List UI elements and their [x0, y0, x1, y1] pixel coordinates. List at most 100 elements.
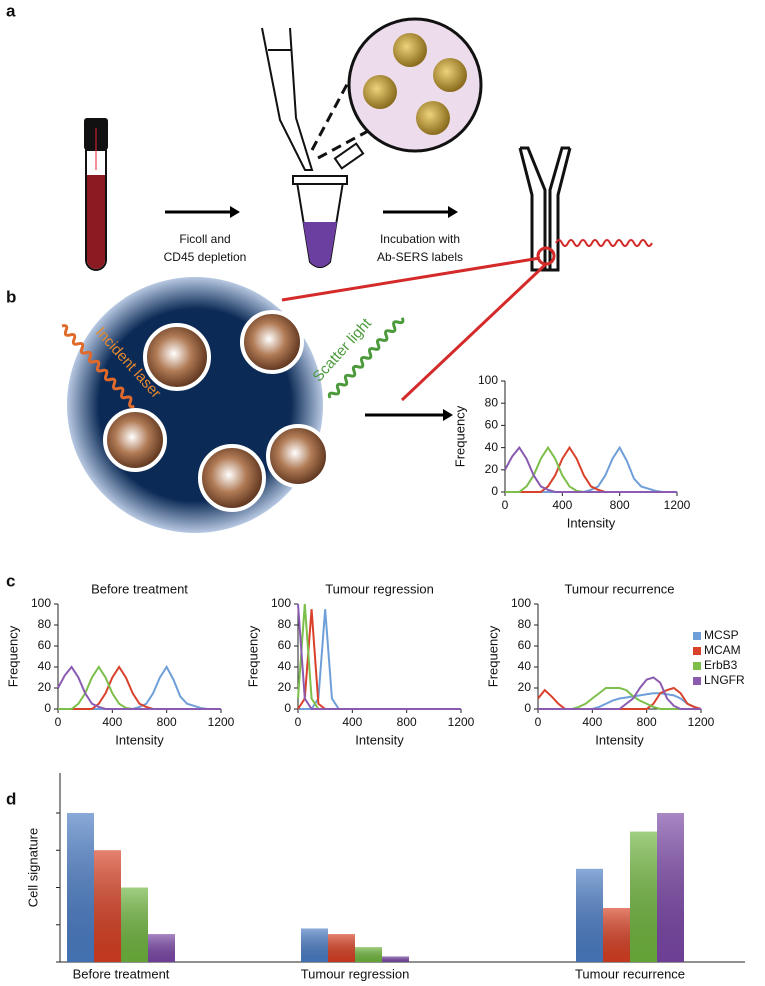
y-tick-label: 40	[38, 659, 52, 673]
bar-sheen	[121, 887, 148, 962]
y-tick-label: 20	[278, 680, 292, 694]
legend-swatch	[693, 662, 701, 670]
y-tick-label: 80	[38, 617, 52, 631]
x-tick-label: Tumour recurrence	[575, 966, 685, 981]
x-axis-label: Intensity	[567, 515, 616, 530]
x-tick-label: 1200	[208, 715, 235, 729]
bar-sheen	[328, 934, 355, 962]
bar-sheen	[67, 813, 94, 962]
bar-sheen	[355, 947, 382, 962]
y-tick-label: 0	[491, 484, 498, 498]
bar-sheen	[148, 934, 175, 962]
panel-label: c	[6, 571, 15, 590]
x-tick-label: Tumour regression	[301, 966, 410, 981]
y-axis-label: Frequency	[245, 625, 260, 687]
legend-swatch	[693, 647, 701, 655]
legend-swatch	[693, 632, 701, 640]
x-tick-label: 1200	[688, 715, 715, 729]
y-tick-label: 80	[518, 617, 532, 631]
series-line	[538, 676, 701, 710]
x-tick-label: 400	[342, 715, 362, 729]
chart-title: Before treatment	[91, 581, 188, 596]
chart-title: Tumour recurrence	[564, 581, 674, 596]
series-line	[297, 603, 461, 710]
x-tick-label: 400	[582, 715, 602, 729]
y-tick-label: 100	[271, 596, 291, 610]
arrow	[365, 409, 453, 421]
legend-swatch	[693, 677, 701, 685]
bar-sheen	[657, 813, 684, 962]
legend-label: MCSP	[704, 628, 739, 642]
y-tick-label: 100	[31, 596, 51, 610]
bar-sheen	[382, 956, 409, 962]
y-tick-label: 0	[44, 701, 51, 715]
step-text: Incubation with	[380, 232, 460, 246]
y-tick-label: 40	[278, 659, 292, 673]
y-tick-label: 100	[478, 373, 498, 387]
detection-volume	[67, 277, 330, 533]
y-tick-label: 20	[485, 462, 499, 476]
y-axis-label: Frequency	[485, 625, 500, 687]
legend-label: ErbB3	[704, 658, 738, 672]
x-tick-label: 800	[157, 715, 177, 729]
x-tick-label: 1200	[664, 498, 691, 512]
y-tick-label: 20	[518, 680, 532, 694]
y-tick-label: 100	[511, 596, 531, 610]
axis	[537, 604, 701, 710]
y-tick-label: 60	[485, 418, 499, 432]
bar-sheen	[603, 907, 630, 962]
x-tick-label: 0	[502, 498, 509, 512]
x-tick-label: 800	[397, 715, 417, 729]
x-tick-label: 0	[295, 715, 302, 729]
series-line	[297, 609, 461, 710]
zoom-line	[281, 256, 541, 302]
bar-sheen	[576, 868, 603, 962]
x-tick-label: 1200	[448, 715, 475, 729]
y-tick-label: 0	[524, 701, 531, 715]
x-tick-label: 0	[535, 715, 542, 729]
step-text: Ficoll and	[179, 232, 230, 246]
y-tick-label: 40	[518, 659, 532, 673]
x-tick-label: 800	[610, 498, 630, 512]
y-axis-label: Frequency	[5, 625, 20, 687]
y-tick-label: 60	[38, 638, 52, 652]
blood-tube	[84, 118, 108, 271]
panel-label: b	[6, 287, 16, 306]
panel-label: d	[6, 789, 16, 808]
y-tick-label: 60	[518, 638, 532, 652]
scatter-label: Scatter light	[309, 314, 375, 385]
bar-sheen	[630, 831, 657, 962]
x-tick-label: 800	[637, 715, 657, 729]
y-tick-label: 20	[38, 680, 52, 694]
y-tick-label: 80	[278, 617, 292, 631]
scatter-light	[327, 317, 405, 399]
y-tick-label: 0	[284, 701, 291, 715]
y-tick-label: 40	[485, 440, 499, 454]
step-text: Ab-SERS labels	[377, 250, 463, 264]
x-tick-label: 0	[55, 715, 62, 729]
bar-sheen	[94, 850, 121, 962]
chart-title: Tumour regression	[325, 581, 434, 596]
legend-label: LNGFR	[704, 673, 745, 687]
incident-laser	[61, 324, 135, 409]
x-axis-label: Intensity	[595, 732, 644, 747]
x-tick-label: 400	[102, 715, 122, 729]
legend-label: MCAM	[704, 643, 741, 657]
x-tick-label: Before treatment	[73, 966, 170, 981]
arrow	[165, 206, 240, 218]
series-line	[298, 609, 461, 710]
axis	[57, 604, 221, 710]
series-line	[504, 445, 677, 493]
laser-signal	[555, 239, 653, 247]
step-text: CD45 depletion	[164, 250, 247, 264]
y-tick-label: 60	[278, 638, 292, 652]
series-line	[57, 665, 221, 710]
zoom-line	[400, 262, 548, 402]
arrow	[383, 206, 458, 218]
y-axis-label: Cell signature	[25, 828, 40, 908]
nanoparticle-inset	[347, 17, 483, 153]
microfluidic-channel	[518, 146, 572, 272]
y-axis-label: Frequency	[452, 405, 467, 467]
x-axis-label: Intensity	[355, 732, 404, 747]
